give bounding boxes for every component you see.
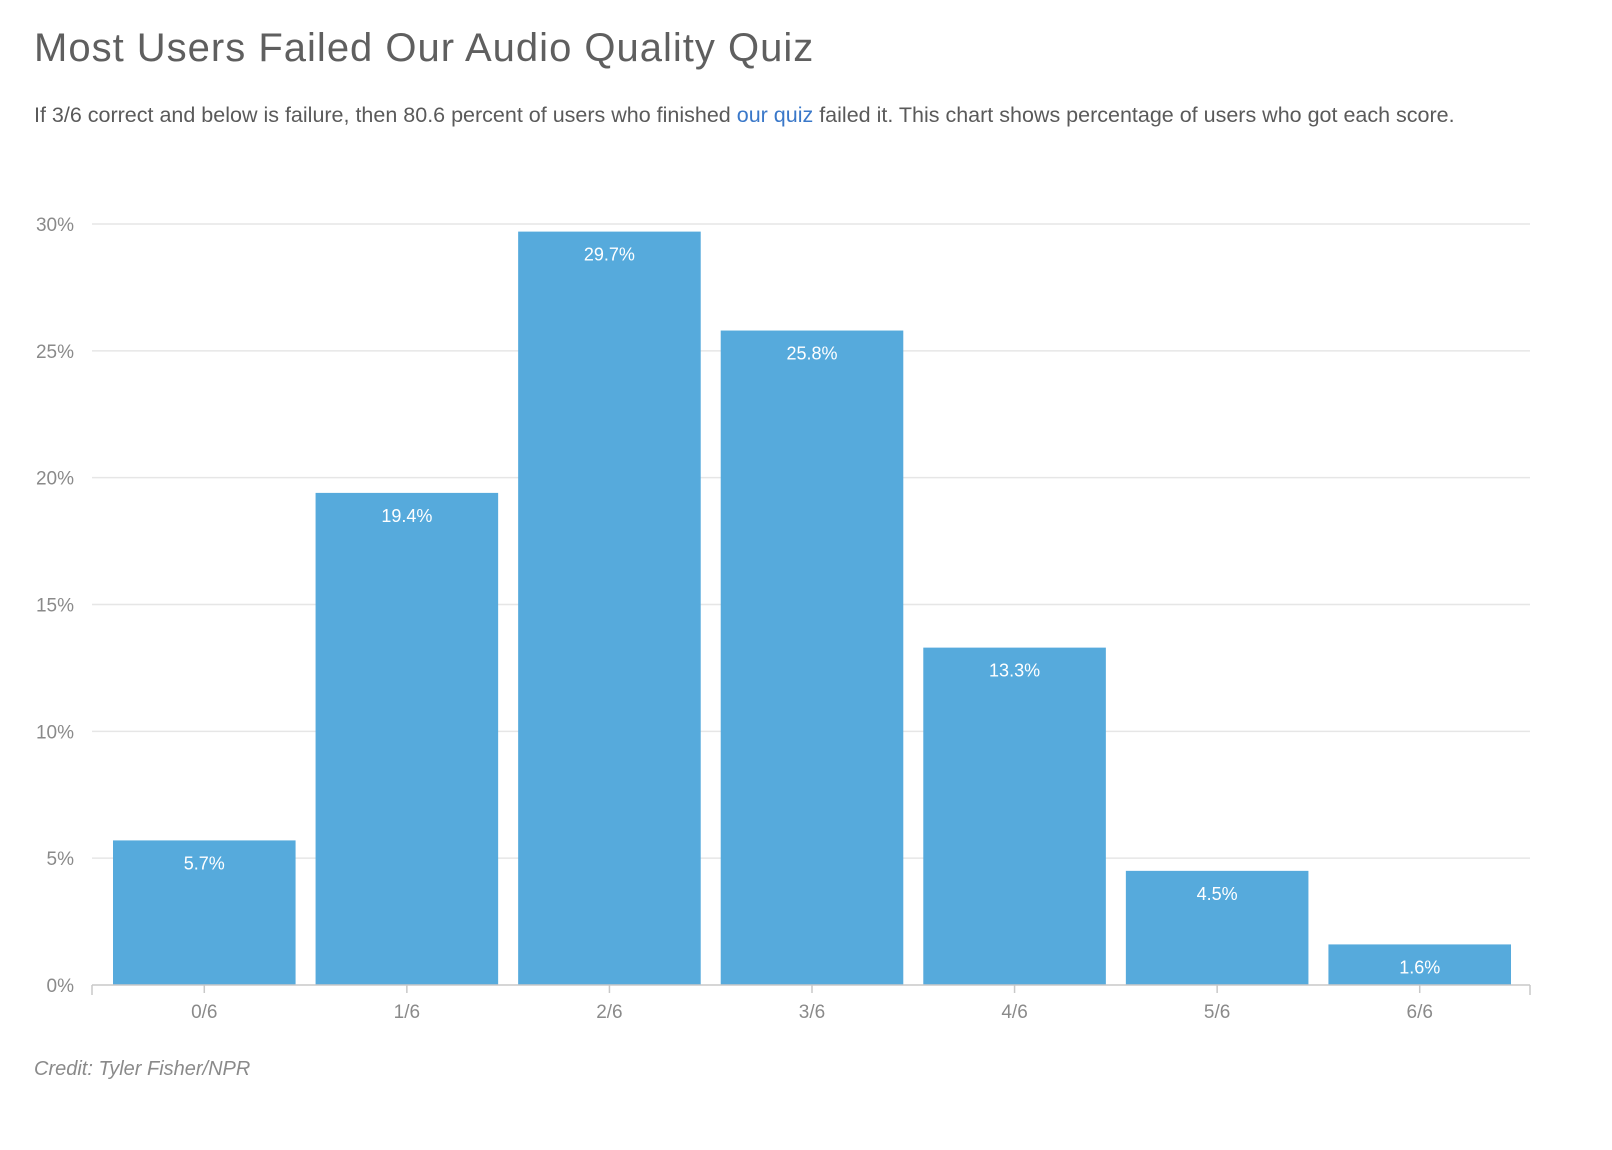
y-axis-ticks: 0% 5% 10% 15% 20% 25% 30% bbox=[36, 215, 74, 997]
x-axis: 0/6 1/6 2/6 3/6 4/6 5/6 6/6 bbox=[91, 984, 1531, 1023]
bars bbox=[113, 231, 1511, 986]
x-tick-label: 3/6 bbox=[799, 1002, 825, 1023]
bar-value-label: 25.8% bbox=[786, 344, 837, 364]
bar bbox=[720, 330, 904, 985]
x-tick-label: 2/6 bbox=[596, 1002, 622, 1023]
bar bbox=[518, 231, 701, 986]
x-tick-label: 0/6 bbox=[191, 1002, 217, 1023]
chart-title: Most Users Failed Our Audio Quality Quiz bbox=[34, 26, 815, 70]
y-tick-label: 15% bbox=[36, 596, 74, 617]
x-tick-label: 4/6 bbox=[1001, 1002, 1027, 1023]
our-quiz-link[interactable]: our quiz bbox=[736, 103, 814, 127]
bar-value-label: 13.3% bbox=[989, 661, 1040, 681]
y-tick-label: 30% bbox=[36, 215, 74, 236]
y-tick-label: 5% bbox=[47, 849, 75, 870]
bar bbox=[315, 492, 499, 985]
bar bbox=[113, 840, 296, 985]
bar-value-label: 19.4% bbox=[381, 506, 432, 526]
y-tick-label: 20% bbox=[36, 469, 74, 490]
credit-line: Credit: Tyler Fisher/NPR bbox=[34, 1058, 251, 1080]
bar bbox=[1125, 870, 1309, 985]
x-tick-label: 6/6 bbox=[1407, 1002, 1433, 1023]
subtitle-text-after: failed it. This chart shows percentage o… bbox=[813, 103, 1455, 127]
bar-value-label: 29.7% bbox=[584, 245, 635, 265]
y-tick-label: 0% bbox=[47, 976, 75, 997]
bar-value-labels: 5.7% 19.4% 29.7% 25.8% 13.3% 4.5% 1.6% bbox=[184, 245, 1440, 978]
bar bbox=[923, 647, 1106, 985]
x-tick-label: 5/6 bbox=[1204, 1002, 1230, 1023]
subtitle-text-before: If 3/6 correct and below is failure, the… bbox=[34, 103, 737, 127]
bar-chart: 0% 5% 10% 15% 20% 25% 30% 5.7% 19.4% 29.7% 25.8% 1… bbox=[36, 215, 1531, 1023]
bar-value-label: 4.5% bbox=[1197, 884, 1238, 904]
chart-subtitle: If 3/6 correct and below is failure, the… bbox=[34, 96, 1554, 134]
y-tick-label: 10% bbox=[36, 722, 74, 743]
x-tick-label: 1/6 bbox=[394, 1002, 420, 1023]
bar bbox=[1328, 944, 1511, 985]
y-tick-label: 25% bbox=[36, 342, 74, 363]
bar-value-label: 5.7% bbox=[184, 853, 225, 873]
bar-value-label: 1.6% bbox=[1399, 957, 1440, 977]
